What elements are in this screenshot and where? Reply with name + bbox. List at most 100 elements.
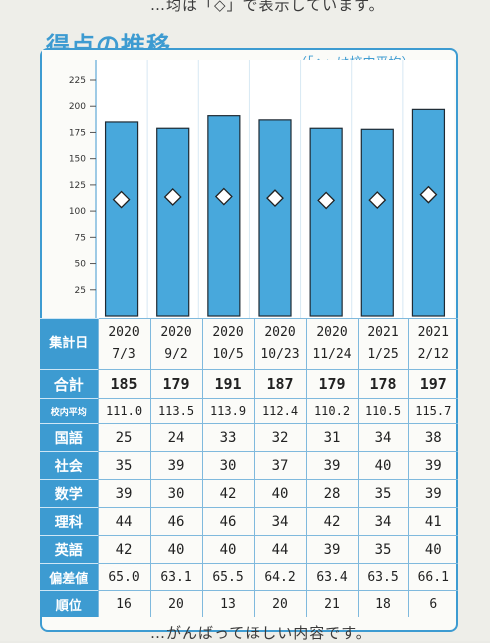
table-cell: 41 <box>407 507 458 536</box>
table-cell: 39 <box>305 451 358 480</box>
table-cell: 39 <box>149 451 202 480</box>
table-cell: 38 <box>407 423 458 452</box>
table-cell: 63.1 <box>149 563 202 591</box>
row-label: 校内平均 <box>40 398 98 424</box>
table-row: 順位 16 20 13 20 21 18 6 <box>40 590 458 617</box>
table-cell: 32 <box>253 423 306 452</box>
table-row: 校内平均 111.0 113.5 113.9 112.4 110.2 110.5 115.7 <box>40 398 458 424</box>
table-cell: 65.0 <box>97 563 150 591</box>
y-tick-label: 125 <box>69 181 86 191</box>
row-label: 数学 <box>40 479 98 508</box>
date-cell: 2021 2/12 <box>407 318 458 370</box>
row-label: 国語 <box>40 423 98 452</box>
date-year: 2020 <box>160 325 192 340</box>
table-cell: 115.7 <box>407 398 458 424</box>
table-cell: 113.5 <box>149 398 202 424</box>
table-cell: 44 <box>97 507 150 536</box>
table-cell: 63.4 <box>305 563 358 591</box>
table-cell: 185 <box>97 369 150 399</box>
table-cell: 20 <box>253 590 306 617</box>
table-cell: 40 <box>357 451 408 480</box>
date-year: 2020 <box>108 325 140 340</box>
y-tick-label: 150 <box>69 155 86 165</box>
y-tick-label: 100 <box>69 207 86 217</box>
table-cell: 191 <box>201 369 254 399</box>
average-diamond-marker <box>368 191 387 210</box>
table-row: 英語 42 40 40 44 39 35 40 <box>40 535 458 564</box>
table-cell: 178 <box>357 369 408 399</box>
table-cell: 40 <box>407 535 458 564</box>
bar <box>360 128 394 317</box>
table-cell: 28 <box>305 479 358 508</box>
table-cell: 6 <box>407 590 458 617</box>
table-cell: 30 <box>201 451 254 480</box>
table-cell: 35 <box>97 451 150 480</box>
table-cell: 39 <box>305 535 358 564</box>
bar <box>156 127 190 317</box>
table-cell: 20 <box>149 590 202 617</box>
table-cell: 46 <box>201 507 254 536</box>
y-tick-label: 75 <box>75 233 86 243</box>
table-row: 国語 25 24 33 32 31 34 38 <box>40 423 458 452</box>
bar <box>411 108 446 317</box>
table-row: 数学 39 30 42 40 28 35 39 <box>40 479 458 508</box>
table-cell: 44 <box>253 535 306 564</box>
table-cell: 34 <box>357 507 408 536</box>
table-cell: 179 <box>149 369 202 399</box>
table-cell: 187 <box>253 369 306 399</box>
y-axis-panel <box>42 50 96 318</box>
row-label: 順位 <box>40 590 98 617</box>
table-cell: 21 <box>305 590 358 617</box>
table-cell: 66.1 <box>407 563 458 591</box>
date-cell: 2021 1/25 <box>357 318 408 370</box>
date-cell: 2020 10/5 <box>201 318 254 370</box>
row-label: 理科 <box>40 507 98 536</box>
table-cell: 179 <box>305 369 358 399</box>
date-year: 2020 <box>212 325 244 340</box>
table-cell: 64.2 <box>253 563 306 591</box>
table-cell: 35 <box>357 479 408 508</box>
table-cell: 112.4 <box>253 398 306 424</box>
score-table: 集計日 2020 7/3 2020 9/2 2020 10/5 2020 10/23 2020 11… <box>40 318 458 617</box>
y-tick-label: 175 <box>69 128 86 138</box>
average-diamond-marker <box>214 187 233 206</box>
table-cell: 42 <box>97 535 150 564</box>
date-monthday: 1/25 <box>367 347 399 362</box>
table-cell: 42 <box>201 479 254 508</box>
table-cell: 46 <box>149 507 202 536</box>
table-cell: 25 <box>97 423 150 452</box>
average-diamond-marker <box>163 188 182 206</box>
table-cell: 16 <box>97 590 150 617</box>
table-cell: 39 <box>97 479 150 508</box>
bar <box>104 121 139 317</box>
table-cell: 37 <box>253 451 306 480</box>
date-monthday: 2/12 <box>417 347 449 362</box>
date-monthday: 11/24 <box>312 347 352 362</box>
date-row: 集計日 2020 7/3 2020 9/2 2020 10/5 2020 10/23 2020 11… <box>40 318 458 370</box>
table-cell: 63.5 <box>357 563 408 591</box>
table-cell: 24 <box>149 423 202 452</box>
date-row-header: 集計日 <box>40 318 98 370</box>
date-year: 2021 <box>367 325 399 340</box>
table-cell: 111.0 <box>97 398 150 424</box>
table-cell: 18 <box>357 590 408 617</box>
table-cell: 40 <box>253 479 306 508</box>
date-year: 2020 <box>264 325 296 340</box>
y-tick-label: 50 <box>75 260 87 270</box>
table-row: 社会 35 39 30 37 39 40 39 <box>40 451 458 480</box>
table-cell: 35 <box>357 535 408 564</box>
bottom-note: …がんばってほしい内容です。 <box>150 624 372 642</box>
table-cell: 110.2 <box>305 398 358 424</box>
date-year: 2021 <box>417 325 449 340</box>
table-row: 偏差値 65.0 63.1 65.5 64.2 63.4 63.5 66.1 <box>40 563 458 591</box>
bar <box>309 127 343 317</box>
table-cell: 40 <box>201 535 254 564</box>
table-row: 理科 44 46 46 34 42 34 41 <box>40 507 458 536</box>
row-label: 偏差値 <box>40 563 98 591</box>
table-cell: 39 <box>407 451 458 480</box>
table-cell: 34 <box>253 507 306 536</box>
table-cell: 42 <box>305 507 358 536</box>
y-tick-label: 225 <box>69 76 86 86</box>
